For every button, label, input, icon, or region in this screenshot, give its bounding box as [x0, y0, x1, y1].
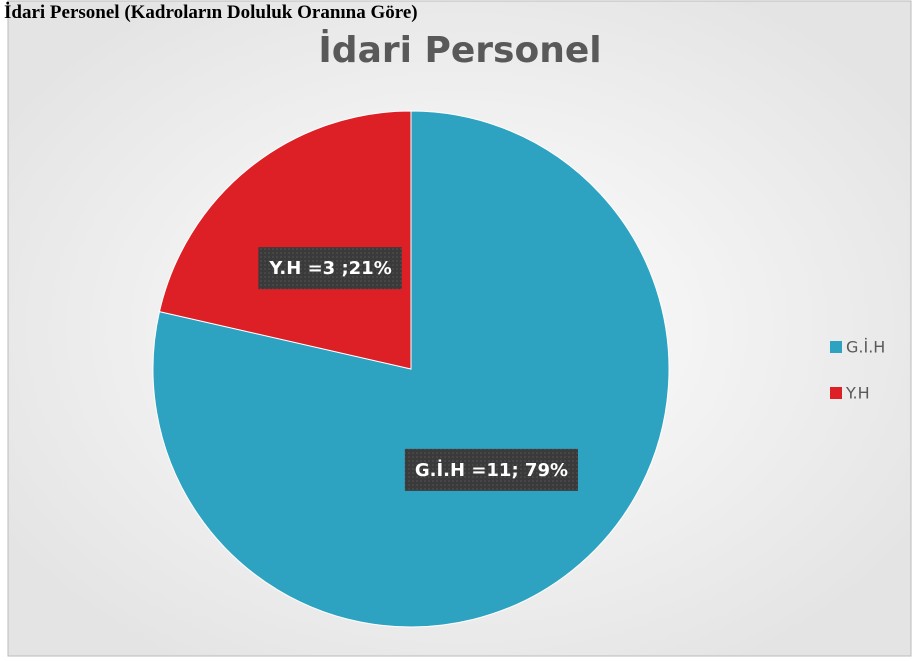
- legend-swatch: [830, 387, 842, 399]
- data-label-text: Y.H =3 ;21%: [268, 258, 391, 279]
- data-label-box: [404, 448, 579, 491]
- page-heading: İdari Personel (Kadroların Doluluk Oranı…: [4, 2, 418, 23]
- data-label-box: [258, 247, 402, 290]
- data-label-text: G.İ.H =11; 79%: [415, 459, 568, 481]
- data-label: G.İ.H =11; 79%: [404, 448, 579, 491]
- pie-slice: [158, 110, 412, 370]
- legend-label: Y.H: [845, 384, 870, 403]
- legend-label: G.İ.H: [846, 338, 885, 357]
- legend-swatch: [830, 341, 842, 353]
- chart-title: İdari Personel: [318, 29, 601, 71]
- data-label: Y.H =3 ;21%: [258, 247, 402, 290]
